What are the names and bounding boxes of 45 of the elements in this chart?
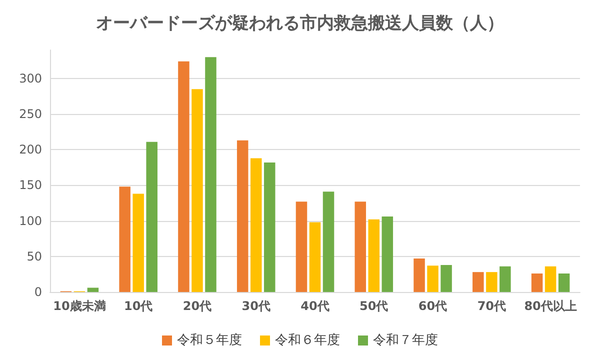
bar <box>472 272 484 292</box>
y-tick-label: 250 <box>19 107 42 122</box>
bar <box>382 216 394 292</box>
legend-label: 令和６年度 <box>275 332 340 348</box>
bar <box>440 264 452 292</box>
legend-label: 令和７年度 <box>373 332 438 348</box>
x-tick-label: 60代 <box>418 299 448 313</box>
bar <box>354 202 366 292</box>
bar <box>544 266 556 292</box>
bar <box>236 140 248 292</box>
bar <box>146 142 158 292</box>
y-tick-label: 50 <box>26 249 42 264</box>
x-tick-label: 10代 <box>124 299 153 313</box>
legend-label: 令和５年度 <box>177 332 242 348</box>
bar <box>558 273 570 292</box>
bar <box>486 272 498 292</box>
bar <box>264 162 276 292</box>
bar <box>178 61 190 292</box>
bar <box>205 57 216 292</box>
bar <box>414 258 425 292</box>
bar <box>119 186 130 292</box>
chart-title: オーバードーズが疑われる市内救急搬送人員数（人） <box>96 14 504 34</box>
y-tick-label: 300 <box>19 71 42 86</box>
y-tick-label: 150 <box>19 178 42 192</box>
bar <box>368 219 380 292</box>
bar <box>500 266 511 292</box>
bar <box>531 273 543 292</box>
x-tick-label: 30代 <box>242 299 270 313</box>
bar <box>132 194 144 292</box>
x-tick-label: 80代以上 <box>524 299 577 313</box>
bar <box>322 192 334 292</box>
y-tick-label: 200 <box>19 142 42 157</box>
x-tick-label: 40代 <box>300 299 330 313</box>
bar <box>296 202 308 292</box>
x-tick-label: 50代 <box>360 299 388 313</box>
bar <box>192 89 203 292</box>
x-tick-label: 70代 <box>477 299 506 313</box>
x-tick-label: 20代 <box>182 299 212 313</box>
bar <box>309 222 321 292</box>
bar <box>427 266 438 292</box>
y-tick-label: 0 <box>34 285 42 299</box>
y-tick-label: 100 <box>19 214 42 228</box>
x-tick-label: 10歳未満 <box>53 299 106 313</box>
bar <box>87 288 99 292</box>
bar <box>250 158 262 292</box>
